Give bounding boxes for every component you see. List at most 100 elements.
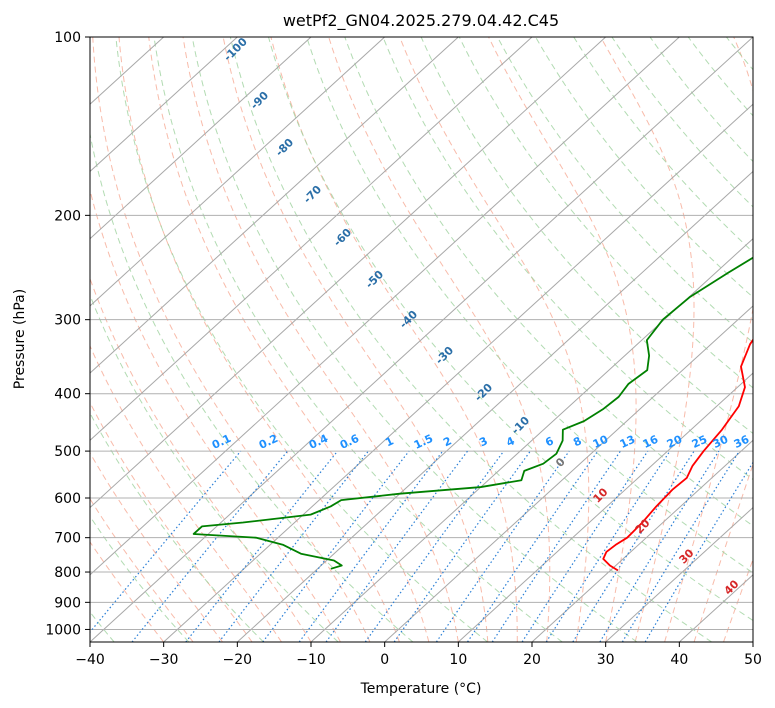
x-tick-label: −30: [149, 652, 179, 668]
x-tick-label: −40: [75, 652, 105, 668]
isotherm-line: [90, 37, 312, 240]
chart-title: wetPf2_GN04.2025.279.04.42.C45: [283, 11, 559, 31]
y-tick-label: 1000: [45, 622, 81, 638]
isotherm-line: [90, 37, 753, 642]
mixing-ratio-line: [131, 450, 289, 642]
x-tick-label: −10: [296, 652, 326, 668]
isotherm-line: [457, 372, 753, 642]
moist-adiabat-line: [182, 37, 459, 642]
dry-adiabat-line: [382, 37, 753, 481]
x-axis-label: Temperature (°C): [360, 681, 482, 697]
isotherm-line: [90, 37, 533, 442]
isotherm-line: [236, 170, 753, 642]
mixing-ratio-line: [572, 450, 695, 642]
mixing-ratio-line: [90, 450, 242, 633]
mixing-ratio-label: 10: [591, 433, 611, 451]
x-tick-label: 50: [744, 652, 762, 668]
dry-adiabat-line: [306, 37, 753, 574]
moist-adiabat-line: [118, 37, 400, 642]
dry-adiabat-line: [191, 37, 638, 642]
x-tick-label: 0: [380, 652, 389, 668]
mixing-ratio-line: [621, 450, 740, 642]
y-tick-label: 200: [54, 208, 81, 224]
moist-adiabat-line: [399, 37, 590, 642]
y-tick-label: 900: [54, 595, 81, 611]
y-tick-label: 500: [54, 444, 81, 460]
moist-adiabat-line: [90, 188, 341, 642]
dewpoint-profile: [192, 256, 753, 570]
isotherm-line: [163, 103, 753, 642]
dry-adiabat-line: [90, 412, 264, 642]
isobars: [90, 37, 753, 630]
moist-adiabat-line: [270, 37, 518, 642]
mixing-ratio-line: [364, 450, 505, 642]
y-tick-label: 100: [54, 30, 81, 46]
y-tick-label: 800: [54, 565, 81, 581]
x-tick-label: −20: [223, 652, 253, 668]
mixing-ratio-label: 30: [711, 433, 731, 451]
mixing-ratio-line: [644, 461, 753, 642]
moist-adiabat-line: [90, 451, 224, 642]
sounding-profiles: [192, 256, 753, 572]
y-tick-label: 400: [54, 387, 81, 403]
mixing-ratio-line: [467, 450, 599, 642]
mixing-ratio-line: [545, 450, 671, 642]
mixing-ratio-lines: [90, 450, 753, 642]
moist-adiabat-line: [90, 497, 194, 642]
dry-adiabat-line: [344, 37, 753, 527]
mixing-ratio-label: 25: [690, 433, 709, 451]
mixing-ratio-line: [185, 450, 339, 642]
mixing-ratio-label: 20: [665, 433, 685, 451]
isotherm-line: [384, 305, 753, 642]
mixing-ratio-line: [599, 450, 720, 642]
y-tick-label: 700: [54, 531, 81, 547]
moist-adiabat-line: [664, 37, 753, 642]
mixing-ratio-line: [262, 450, 410, 642]
mixing-ratio-line: [218, 450, 369, 642]
dry-adiabat-line: [153, 37, 563, 642]
dry-adiabat-line: [90, 131, 414, 642]
isotherm-line: [531, 439, 753, 642]
y-tick-label: 300: [54, 313, 81, 329]
x-tick-label: 40: [670, 652, 688, 668]
moist-adiabat-line: [148, 37, 430, 642]
dry-adiabat-line: [90, 293, 339, 642]
moist-adiabat-line: [723, 558, 753, 642]
dry-adiabat-line: [420, 37, 753, 435]
moist-adiabat-line: [90, 541, 165, 642]
y-tick-label: 600: [54, 491, 81, 507]
dry-adiabat-line: [649, 37, 753, 163]
isotherm-line: [605, 506, 753, 642]
dry-adiabat-line: [573, 37, 753, 253]
dry-adiabat-line: [229, 37, 712, 642]
plot-frame: [89, 36, 754, 643]
mixing-ratio-label: 36: [732, 433, 752, 451]
plot-area: -100-90-80-70-60-50-40-30-20-100.1 0.2 0.4…: [90, 37, 753, 642]
x-tick-label: 10: [449, 652, 467, 668]
y-axis-label: Pressure (hPa): [12, 289, 28, 389]
moist-adiabat-line: [600, 37, 695, 642]
dry-adiabats: [90, 37, 753, 642]
x-tick-label: 20: [523, 652, 541, 668]
moist-adiabat-line: [693, 462, 753, 642]
moist-adiabat-line: [90, 401, 253, 642]
isotherms: [90, 37, 753, 642]
isotherm-line: [310, 237, 753, 642]
mixing-ratio-label: 16: [641, 433, 661, 451]
isotherm-line: [90, 37, 607, 509]
dry-adiabat-line: [458, 37, 753, 389]
dry-adiabat-line: [496, 37, 753, 344]
isotherm-line: [90, 37, 680, 576]
y-axis: 100 200 300 400 500 600 700 800 900 1000: [45, 30, 90, 638]
dry-adiabat-line: [268, 37, 753, 622]
isotherm-line: [90, 37, 238, 173]
moist-adiabat-line: [92, 37, 371, 642]
isotherm-line: [90, 37, 386, 307]
moist-adiabat-line: [488, 37, 637, 642]
x-tick-label: 30: [597, 652, 615, 668]
mixing-ratio-label: 13: [618, 433, 637, 451]
mixing-ratio-line: [393, 450, 531, 642]
temperature-profile: [602, 338, 753, 572]
dry-adiabat-line: [115, 37, 488, 642]
